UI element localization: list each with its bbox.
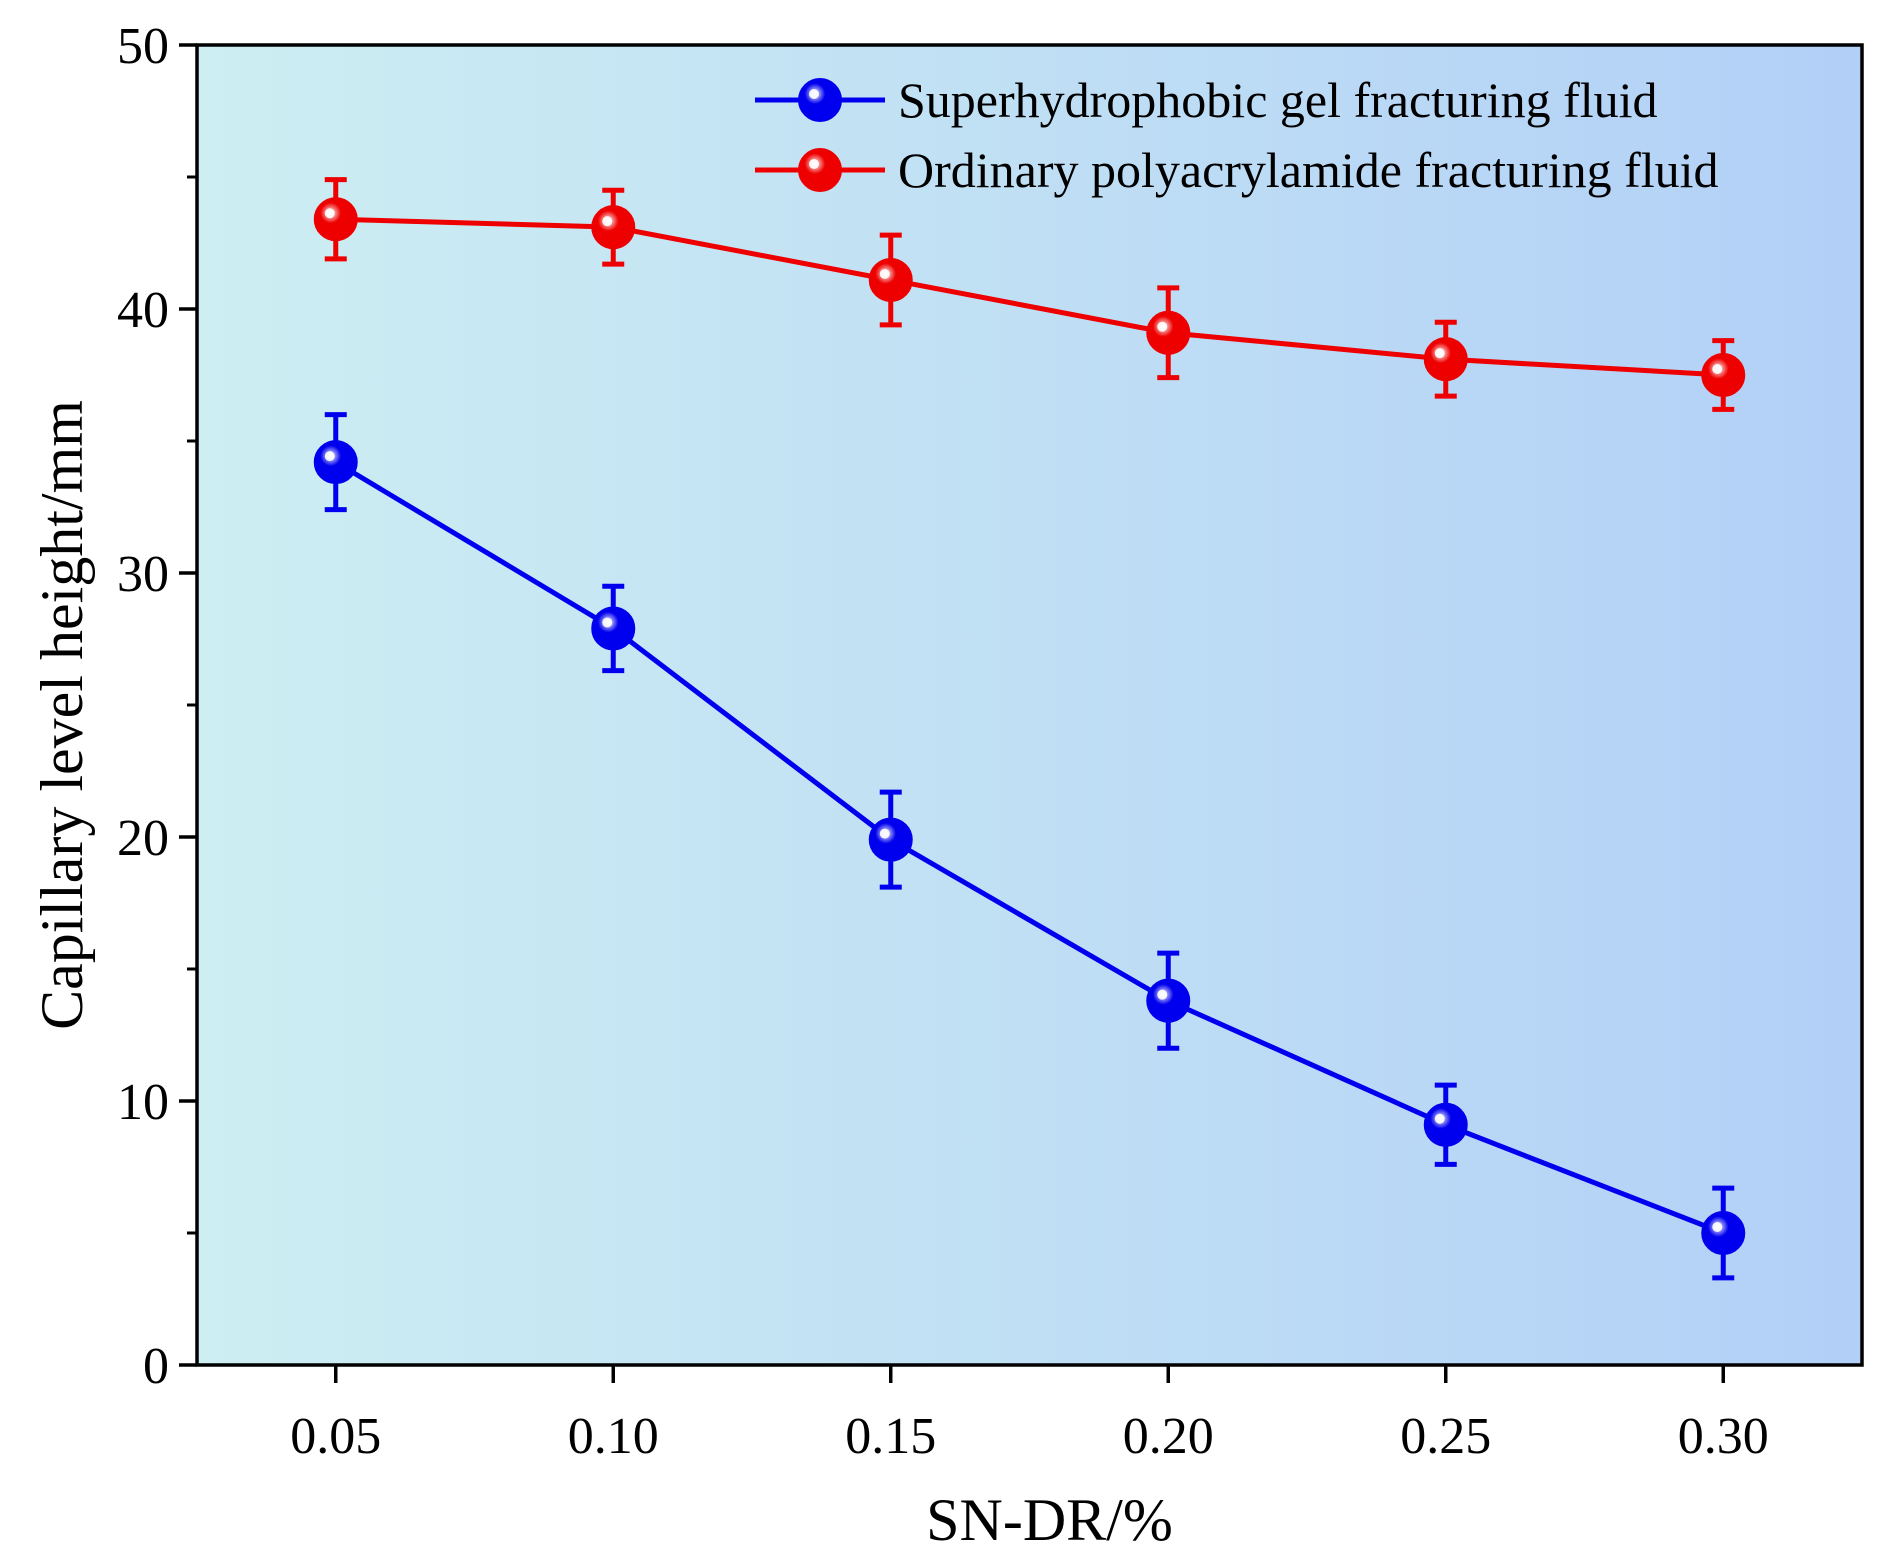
data-point-superhydrophobic bbox=[313, 440, 358, 485]
y-tick-label: 10 bbox=[117, 1074, 169, 1131]
legend-label-ordinary: Ordinary polyacrylamide fracturing fluid bbox=[898, 142, 1719, 198]
x-tick-label: 0.15 bbox=[845, 1408, 936, 1465]
data-point-superhydrophobic bbox=[591, 606, 636, 651]
x-tick-label: 0.30 bbox=[1678, 1408, 1769, 1465]
y-tick-label: 30 bbox=[117, 546, 169, 603]
data-point-highlight-superhydrophobic bbox=[602, 617, 613, 628]
data-point-ordinary bbox=[868, 257, 913, 302]
x-tick-label: 0.25 bbox=[1400, 1408, 1491, 1465]
axes-layer: 0.05 0.10 0.15 0.20 0.25 0.30 0 10 20 30 40 50 bbox=[117, 18, 1769, 1465]
data-point-highlight-ordinary bbox=[1712, 364, 1723, 374]
y-tick-label: 20 bbox=[117, 810, 169, 867]
data-point-ordinary bbox=[313, 197, 358, 242]
plot-background bbox=[197, 45, 1862, 1365]
data-point-highlight-superhydrophobic bbox=[879, 828, 890, 839]
data-point-highlight-ordinary bbox=[1157, 321, 1168, 332]
x-tick-label: 0.10 bbox=[568, 1408, 659, 1465]
legend-marker-superhydrophobic bbox=[798, 78, 842, 122]
legend-marker-highlight-superhydrophobic bbox=[809, 89, 819, 99]
data-point-highlight-ordinary bbox=[324, 208, 335, 219]
data-point-highlight-ordinary bbox=[1434, 348, 1445, 359]
y-tick-label: 50 bbox=[117, 18, 169, 75]
x-tick-label: 0.20 bbox=[1123, 1408, 1214, 1465]
legend: Superhydrophobic gel fracturing fluid Or… bbox=[755, 72, 1719, 198]
data-point-superhydrophobic bbox=[1146, 978, 1191, 1023]
x-axis-title: SN-DR/% bbox=[926, 1487, 1173, 1553]
series-line-superhydrophobic bbox=[334, 459, 1725, 1236]
series-layer bbox=[313, 177, 1746, 1281]
series-line-ordinary bbox=[335, 216, 1724, 378]
data-point-superhydrophobic bbox=[868, 817, 913, 862]
data-point-ordinary bbox=[1146, 310, 1191, 355]
legend-label-superhydrophobic: Superhydrophobic gel fracturing fluid bbox=[898, 72, 1658, 128]
y-tick-label: 40 bbox=[117, 282, 169, 339]
data-point-ordinary bbox=[591, 205, 636, 250]
y-tick-label: 0 bbox=[143, 1338, 169, 1395]
x-tick-label: 0.05 bbox=[290, 1408, 381, 1465]
legend-marker-highlight-ordinary bbox=[809, 159, 819, 169]
data-point-highlight-ordinary bbox=[879, 268, 890, 279]
data-point-superhydrophobic bbox=[1423, 1102, 1468, 1147]
data-point-highlight-superhydrophobic bbox=[1157, 989, 1168, 1000]
legend-marker-ordinary bbox=[798, 148, 842, 192]
y-axis-title: Capillary level height/mm bbox=[29, 400, 95, 1030]
data-point-highlight-ordinary bbox=[602, 216, 613, 227]
data-point-ordinary bbox=[1701, 353, 1746, 397]
data-point-highlight-superhydrophobic bbox=[324, 451, 335, 462]
data-point-ordinary bbox=[1423, 337, 1468, 382]
data-point-superhydrophobic bbox=[1701, 1211, 1746, 1255]
data-point-highlight-superhydrophobic bbox=[1434, 1113, 1445, 1124]
data-point-highlight-superhydrophobic bbox=[1712, 1222, 1723, 1232]
